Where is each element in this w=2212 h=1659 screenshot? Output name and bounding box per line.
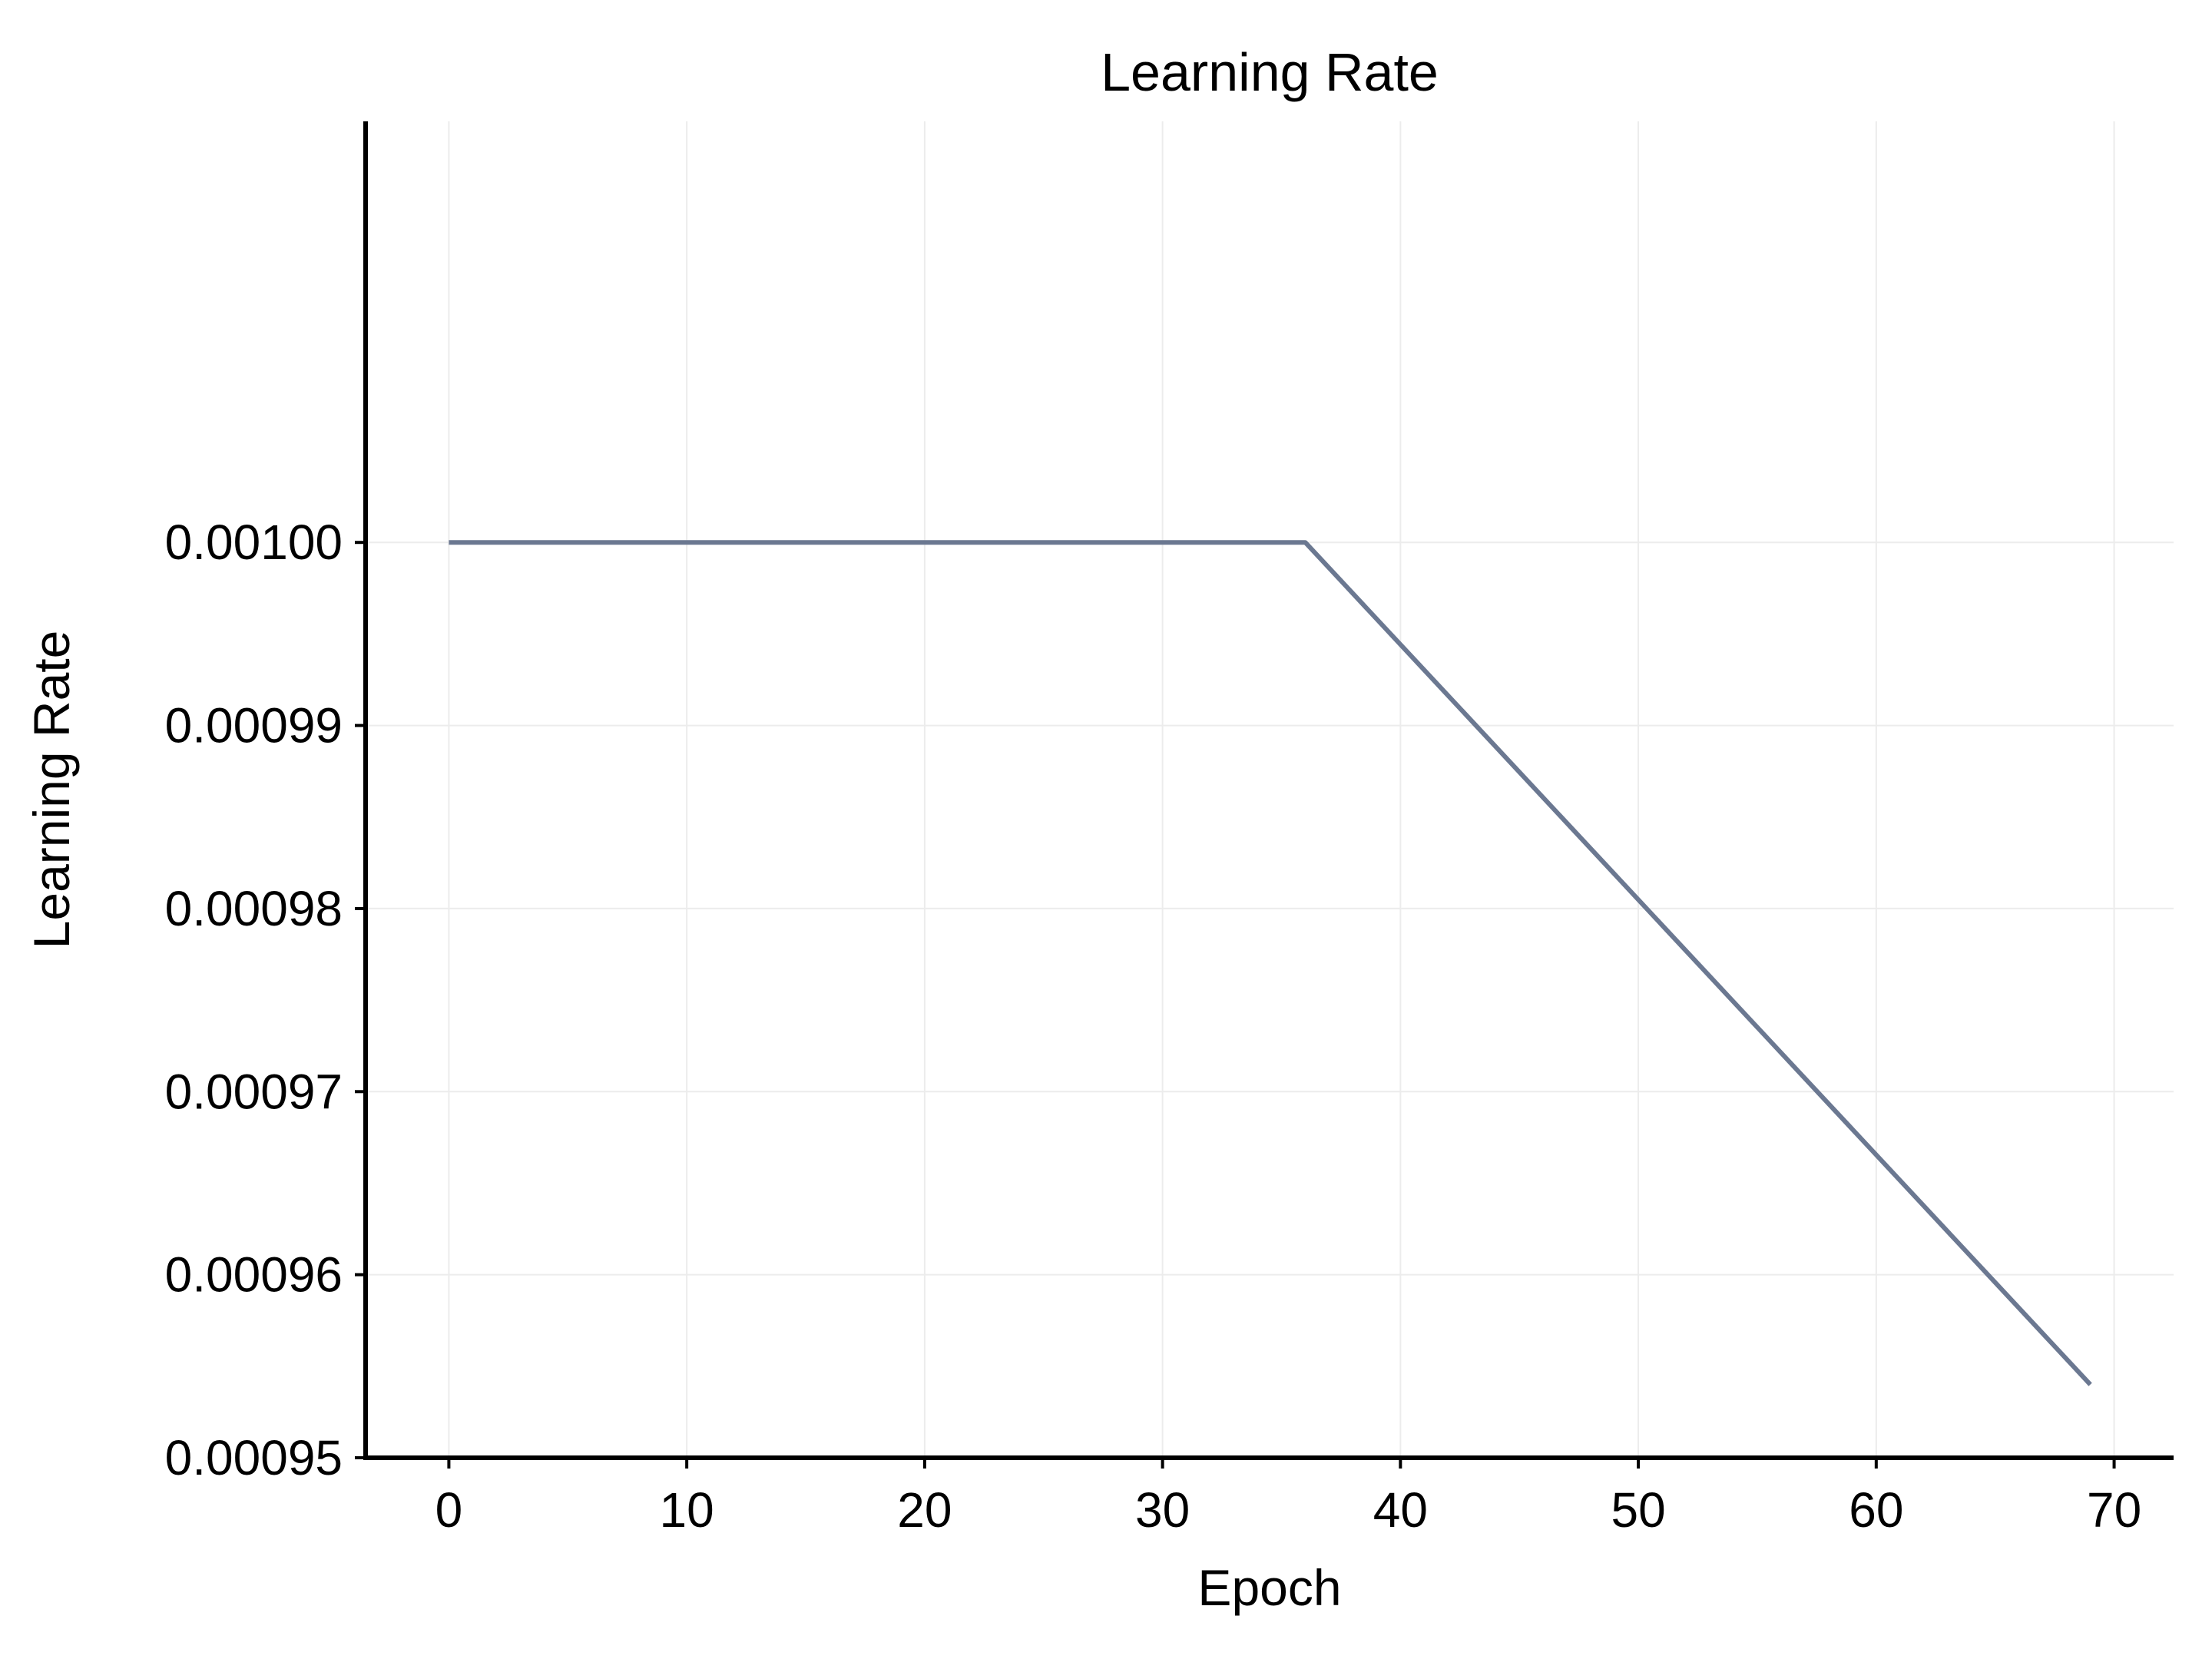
x-tick-label: 30 — [1135, 1482, 1190, 1538]
series-layer — [449, 540, 2092, 1386]
x-tick-label: 0 — [435, 1482, 463, 1538]
x-tick-label: 20 — [897, 1482, 952, 1538]
y-tick-label: 0.00100 — [165, 515, 343, 570]
series-line — [449, 540, 2092, 1386]
y-tick-label: 0.00098 — [165, 881, 343, 936]
x-tick-label: 50 — [1611, 1482, 1665, 1538]
x-tick-label: 70 — [2087, 1482, 2141, 1538]
y-tick-label: 0.00097 — [165, 1064, 343, 1119]
x-axis-title: Epoch — [1197, 1559, 1341, 1616]
chart-title: Learning Rate — [1101, 42, 1439, 102]
y-tick-label: 0.00096 — [165, 1247, 343, 1303]
grid — [366, 121, 2174, 1459]
y-axis-ticks: 0.00095 0.00096 0.00097 0.00098 0.00099 0.001… — [165, 515, 366, 1485]
x-axis-ticks: 0 10 20 30 40 50 60 70 — [435, 1458, 2141, 1538]
x-tick-label: 40 — [1373, 1482, 1428, 1538]
y-tick-label: 0.00095 — [165, 1430, 343, 1485]
x-tick-label: 60 — [1849, 1482, 1903, 1538]
y-tick-label: 0.00099 — [165, 698, 343, 753]
x-tick-label: 10 — [660, 1482, 714, 1538]
y-axis-title: Learning Rate — [23, 631, 80, 949]
